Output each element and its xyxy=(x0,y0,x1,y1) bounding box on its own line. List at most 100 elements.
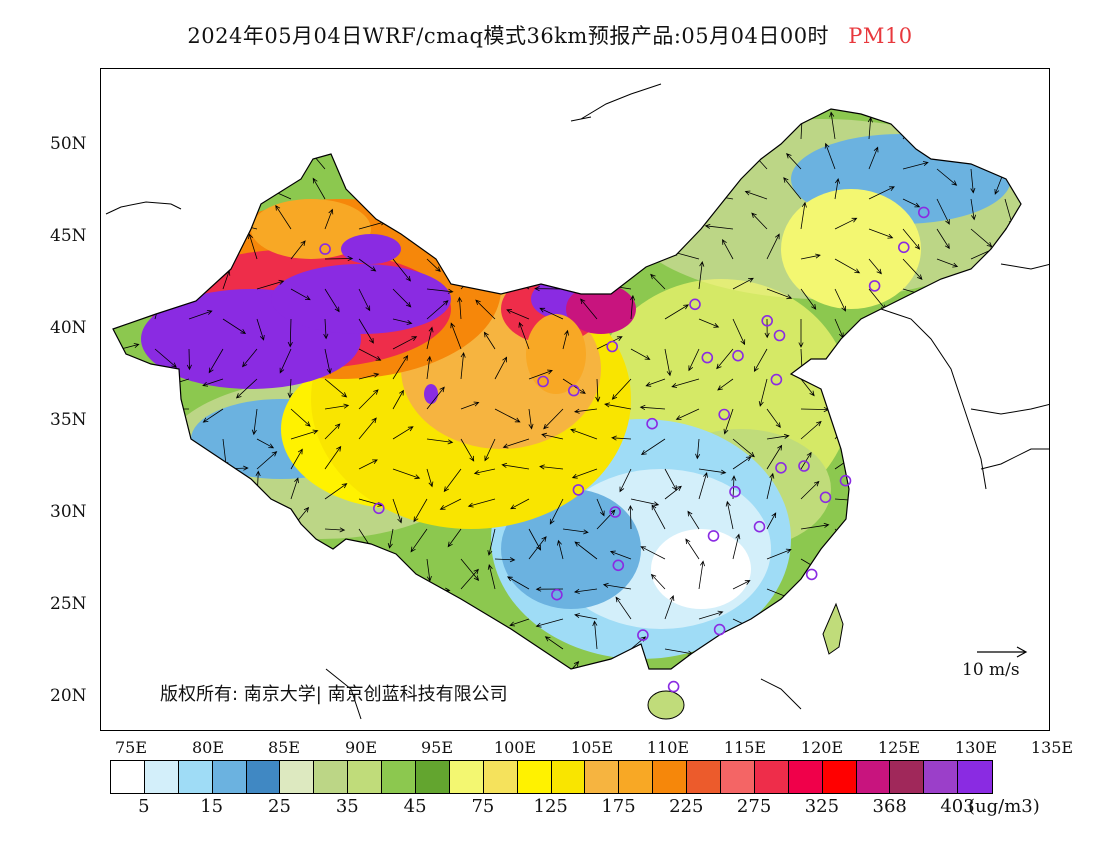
colorbar-label: 225 xyxy=(669,796,704,817)
colorbar-swatch xyxy=(551,761,586,793)
wind-arrow xyxy=(487,563,496,590)
wind-arrow xyxy=(955,298,972,320)
wind-arrow xyxy=(113,430,122,440)
wind-arrow xyxy=(936,573,959,590)
wind-arrow xyxy=(354,658,360,669)
wind-arrow xyxy=(410,528,428,553)
wind-arrow xyxy=(188,477,209,500)
wind-arrow xyxy=(494,198,501,228)
colorbar-label: 403 xyxy=(940,796,975,817)
wind-arrow xyxy=(290,588,308,599)
wind-arrow xyxy=(943,648,972,657)
city-marker xyxy=(729,485,741,498)
title-main: 2024年05月04日WRF/cmaq模式36km预报产品:05月04日00时 xyxy=(187,24,830,48)
wind-arrow xyxy=(404,635,428,650)
wind-arrow xyxy=(188,648,209,657)
wind-arrow xyxy=(936,558,947,576)
wind-arrow xyxy=(324,348,332,375)
wind-arrow xyxy=(913,645,938,651)
wind-arrow xyxy=(877,670,903,679)
wind-arrow xyxy=(614,138,632,154)
wind-arrow xyxy=(392,355,409,380)
city-marker xyxy=(612,559,625,572)
colorbar-label: 275 xyxy=(736,796,772,817)
city-marker xyxy=(819,491,832,504)
wind-arrow xyxy=(650,273,666,290)
colorbar-swatch xyxy=(517,761,552,793)
wind-arrow xyxy=(704,223,734,230)
colorbar-label: 25 xyxy=(268,796,291,817)
colorbar-swatch xyxy=(348,761,383,793)
wind-arrow xyxy=(970,558,999,568)
wind-arrow xyxy=(951,498,972,506)
wind-arrow xyxy=(358,372,380,380)
wind-arrow xyxy=(1004,227,1021,233)
wind-arrow xyxy=(868,186,895,200)
wind-arrow xyxy=(518,321,530,350)
wind-arrow xyxy=(834,258,861,274)
wind-arrow xyxy=(127,221,156,230)
wind-arrow xyxy=(800,667,818,669)
wind-arrow xyxy=(615,596,632,620)
wind-arrow xyxy=(256,451,278,470)
wind-arrow xyxy=(970,356,981,380)
wind-arrow xyxy=(920,528,938,551)
wind-arrow xyxy=(978,618,1006,628)
wind-arrow xyxy=(324,445,342,470)
wind-arrow xyxy=(764,318,770,339)
wind-arrow xyxy=(766,512,777,530)
wind-arrow xyxy=(675,408,700,420)
wind-arrow xyxy=(967,564,973,590)
wind-arrow xyxy=(460,198,469,218)
city-marker xyxy=(761,315,774,327)
colorbar-swatch xyxy=(687,761,722,793)
wind-arrow xyxy=(154,177,161,200)
wind-arrow xyxy=(222,318,247,335)
wind-arrow xyxy=(460,351,466,380)
wind-arrow xyxy=(636,228,666,235)
wind-arrow xyxy=(611,435,632,441)
wind-arrow xyxy=(256,131,280,140)
colorbar-label: 75 xyxy=(471,796,495,817)
wind-arrow xyxy=(833,650,839,669)
lon-tick: 100E xyxy=(493,738,537,757)
wind-arrow xyxy=(392,498,403,524)
wind-arrow xyxy=(868,318,895,331)
wind-arrow xyxy=(753,348,768,372)
wind-arrow xyxy=(685,538,700,560)
wind-arrow xyxy=(287,378,293,399)
wind-arrow xyxy=(113,468,122,480)
wind-arrow xyxy=(652,176,666,200)
pm10-forecast-map[interactable] xyxy=(100,68,1050,731)
wind-arrow xyxy=(544,244,564,260)
colorbar-swatch xyxy=(890,761,925,793)
wind-arrow xyxy=(834,375,863,381)
wind-arrow xyxy=(439,498,462,510)
wind-arrow xyxy=(392,112,400,140)
wind-arrow xyxy=(426,198,451,216)
wind-arrow xyxy=(358,558,366,584)
wind-arrow xyxy=(963,438,972,467)
wind-arrow xyxy=(186,348,192,371)
wind-arrow xyxy=(723,408,734,435)
wind-arrow xyxy=(578,288,598,294)
wind-arrow xyxy=(370,661,394,669)
wind-arrow xyxy=(800,618,820,641)
wind-arrow xyxy=(1035,532,1039,559)
wind-arrow xyxy=(866,558,872,581)
wind-arrow xyxy=(324,648,348,654)
wind-arrow xyxy=(571,468,598,479)
wind-arrow xyxy=(732,318,746,346)
wind-arrow xyxy=(256,318,265,341)
wind-arrow xyxy=(168,228,190,235)
city-marker xyxy=(805,568,818,581)
wind-arrow xyxy=(800,378,815,397)
wind-arrow xyxy=(627,504,634,530)
wind-arrow xyxy=(426,386,445,410)
wind-arrow xyxy=(926,468,938,490)
wind-arrow xyxy=(557,539,564,560)
wind-arrow xyxy=(154,168,176,183)
wind-arrow xyxy=(766,548,792,560)
wind-arrow xyxy=(494,228,516,243)
wind-arrow xyxy=(619,468,632,493)
